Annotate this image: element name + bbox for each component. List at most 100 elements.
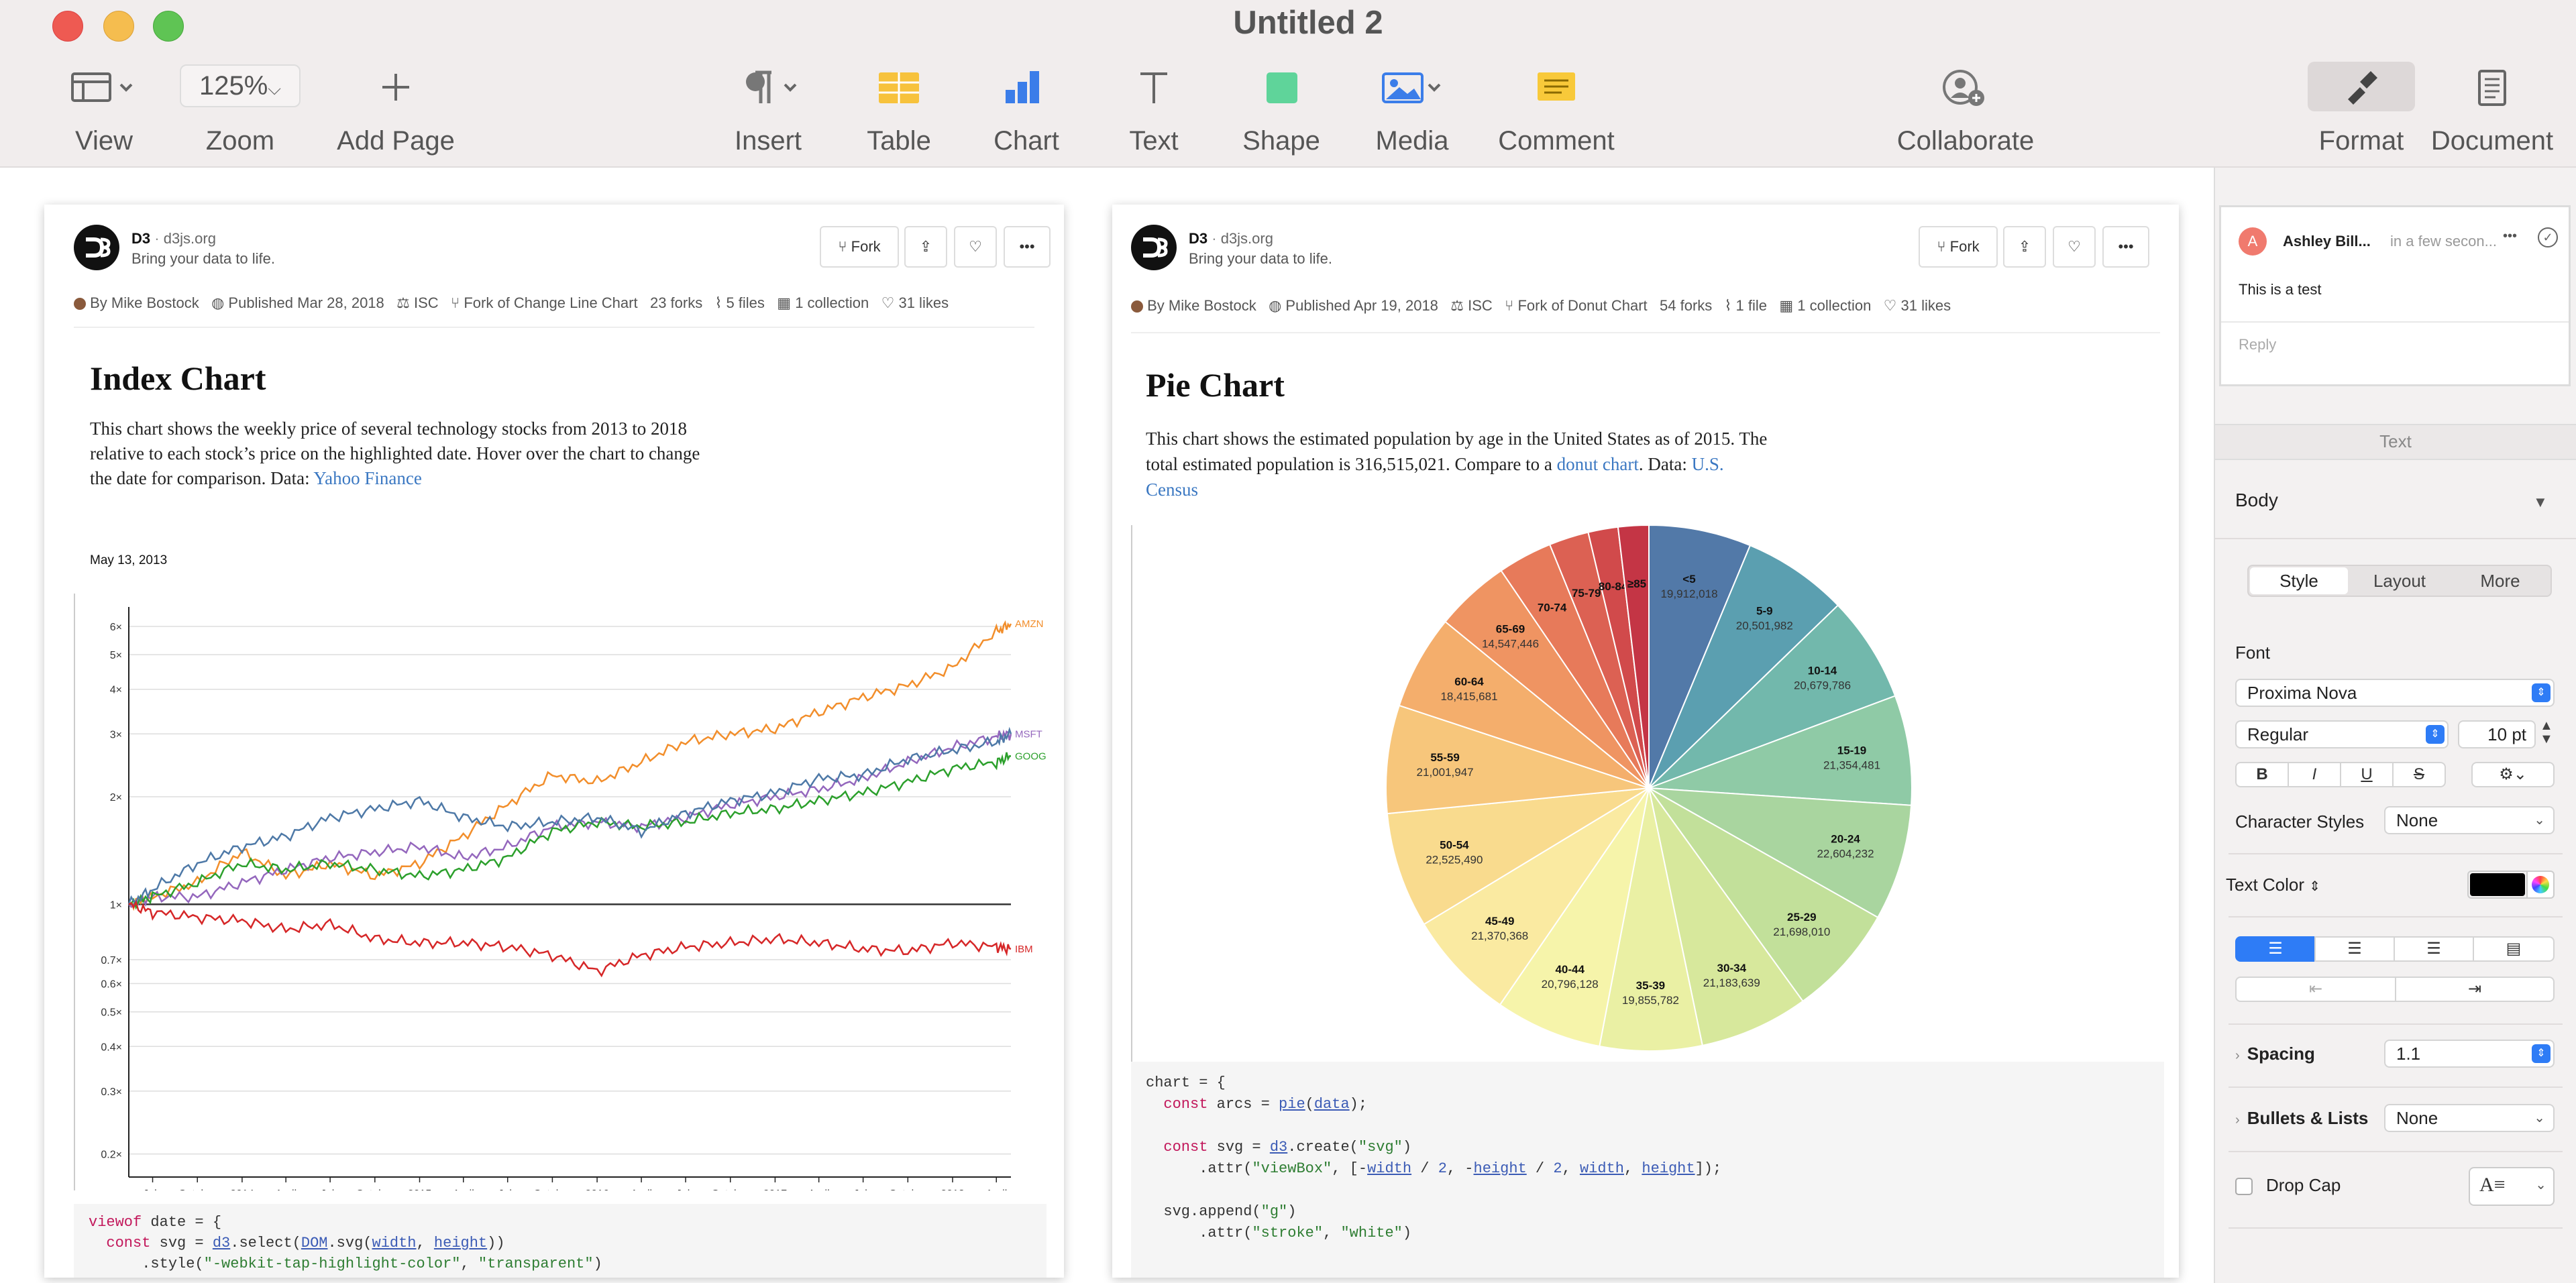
zoom-control[interactable]: 125%⌵ Zoom <box>180 60 301 161</box>
character-styles-select[interactable]: None ⌄ <box>2384 806 2555 834</box>
align-center-button[interactable]: ☰ <box>2314 936 2395 962</box>
fork-button[interactable]: ⑂ Fork <box>1919 226 1998 268</box>
strikethrough-button[interactable]: S <box>2392 762 2446 787</box>
series-line-ibm <box>128 899 1012 978</box>
underline-button[interactable]: U <box>2340 762 2394 787</box>
align-justify-icon: ▤ <box>2506 940 2522 958</box>
color-wheel-button[interactable] <box>2528 871 2555 899</box>
drop-cap-style-button[interactable]: A≡ ⌄ <box>2469 1167 2555 1206</box>
increase-indent-button[interactable]: ⇥ <box>2395 977 2555 1002</box>
drop-cap-checkbox[interactable] <box>2235 1178 2253 1195</box>
zoom-window-button[interactable] <box>153 11 184 42</box>
brand[interactable]: D3 <box>1189 230 1208 247</box>
slice-value-label: 19,855,782 <box>1622 994 1679 1007</box>
align-left-button[interactable]: ☰ <box>2235 936 2316 962</box>
code-keyword: viewof <box>89 1214 142 1231</box>
table-button[interactable]: Table <box>859 60 939 161</box>
tab-style[interactable]: Style <box>2250 567 2348 594</box>
fork-of[interactable]: Fork of Donut Chart <box>1517 297 1648 314</box>
license[interactable]: ISC <box>1468 297 1493 314</box>
census-link[interactable]: U.S. <box>1691 454 1724 474</box>
like-button[interactable]: ♡ <box>954 226 997 268</box>
text-options-button[interactable]: ⚙⌄ <box>2471 762 2555 787</box>
code-text: .style( <box>142 1256 204 1272</box>
index-chart[interactable]: 0.2× 0.3× 0.4× 0.5× 0.6× 0.7× 1× 2× 3× 4× 5× 6× July… <box>75 594 1064 1200</box>
collections-count[interactable]: 1 collection <box>1797 297 1872 314</box>
comment-button[interactable]: Comment <box>1489 60 1623 161</box>
chart-button[interactable]: Chart <box>986 60 1067 161</box>
align-right-button[interactable]: ☰ <box>2394 936 2474 962</box>
spacing-label[interactable]: › Spacing <box>2235 1044 2315 1064</box>
fork-label: Fork <box>851 238 881 255</box>
add-page-button[interactable]: Add Page <box>329 60 463 161</box>
yahoo-finance-link[interactable]: Yahoo Finance <box>313 468 422 488</box>
insert-button[interactable]: Insert <box>724 60 812 161</box>
like-button[interactable]: ♡ <box>2053 226 2096 268</box>
pie-slice-8 <box>1499 787 1650 1048</box>
share-button[interactable]: ⇪ <box>2003 226 2046 268</box>
zoom-select[interactable]: 125%⌵ <box>180 64 301 107</box>
font-weight-select[interactable]: Regular ⇕ <box>2235 720 2449 748</box>
reply-input[interactable]: Reply <box>2239 336 2277 353</box>
spacing-select[interactable]: 1.1 ⇕ <box>2384 1040 2555 1068</box>
divider <box>2229 853 2563 854</box>
tab-more[interactable]: More <box>2480 571 2520 591</box>
comment-more-button[interactable]: ••• <box>2503 229 2518 243</box>
font-size-field[interactable]: 10 pt <box>2458 720 2536 748</box>
bullets-lists-select[interactable]: None ⌄ <box>2384 1104 2555 1132</box>
document-button[interactable]: Document <box>2422 60 2563 161</box>
fork-of[interactable]: Fork of Change Line Chart <box>464 294 638 311</box>
forks-count[interactable]: 54 forks <box>1660 297 1713 314</box>
shape-button[interactable]: Shape <box>1241 60 1322 161</box>
author[interactable]: By Mike Bostock <box>1147 297 1256 314</box>
files-count[interactable]: 5 files <box>726 294 765 311</box>
format-button[interactable]: Format <box>2308 60 2415 161</box>
site[interactable]: d3js.org <box>1220 230 1273 247</box>
author-avatar <box>74 298 86 310</box>
more-button[interactable]: ••• <box>2102 226 2149 268</box>
text-button[interactable]: Text <box>1114 60 1194 161</box>
bullets-lists-label[interactable]: › Bullets & Lists <box>2235 1108 2368 1129</box>
chevron-down-icon[interactable]: ▼ <box>2533 494 2548 510</box>
italic-button[interactable]: I <box>2288 762 2341 787</box>
share-button[interactable]: ⇪ <box>904 226 947 268</box>
minimize-window-button[interactable] <box>103 11 134 42</box>
font-family-value: Proxima Nova <box>2247 683 2357 703</box>
font-size-stepper[interactable]: ▲ ▼ <box>2540 718 2553 746</box>
y-tick-label: 4× <box>110 685 122 696</box>
pie-chart[interactable]: <5 19,912,018 5-9 20,501,982 10-14 20,679,786… <box>1132 524 2165 1062</box>
donut-chart-link[interactable]: donut chart <box>1556 454 1639 474</box>
series-line-msft <box>128 729 1012 909</box>
paragraph-style[interactable]: Body <box>2235 490 2278 510</box>
view-button[interactable]: View <box>60 60 148 161</box>
fork-button[interactable]: ⑂ Fork <box>820 226 899 268</box>
code-cell[interactable]: viewof date = { const svg = d3.select(DO… <box>74 1204 1046 1278</box>
likes-count[interactable]: 31 likes <box>898 294 949 311</box>
series-line-goog <box>128 752 1011 910</box>
more-button[interactable]: ••• <box>1004 226 1051 268</box>
close-window-button[interactable] <box>52 11 83 42</box>
resolve-checkmark-icon[interactable]: ✓ <box>2538 227 2558 247</box>
license[interactable]: ISC <box>413 294 439 311</box>
font-family-select[interactable]: Proxima Nova ⇕ <box>2235 679 2555 707</box>
media-button[interactable]: Media <box>1368 60 1456 161</box>
description: This chart shows the weekly price of sev… <box>90 416 700 491</box>
census-link-cont[interactable]: Census <box>1146 480 1199 500</box>
collections-count[interactable]: 1 collection <box>795 294 869 311</box>
tab-layout[interactable]: Layout <box>2373 571 2426 591</box>
align-justify-button[interactable]: ▤ <box>2473 936 2555 962</box>
forks-count[interactable]: 23 forks <box>649 294 703 311</box>
series-line-amzn <box>128 620 1012 911</box>
text-color-swatch[interactable] <box>2467 871 2528 899</box>
collaborate-button[interactable]: Collaborate <box>1885 60 2046 161</box>
author[interactable]: By Mike Bostock <box>90 294 199 311</box>
likes-count[interactable]: 31 likes <box>1900 297 1951 314</box>
decrease-indent-button[interactable]: ⇤ <box>2235 977 2396 1002</box>
site[interactable]: d3js.org <box>163 230 216 247</box>
bold-button[interactable]: B <box>2235 762 2289 787</box>
code-cell[interactable]: chart = { const arcs = pie(data); const … <box>1131 1062 2164 1278</box>
files-count[interactable]: 1 file <box>1735 297 1767 314</box>
brand[interactable]: D3 <box>131 230 151 247</box>
code-string: "viewBox" <box>1252 1160 1332 1177</box>
text-label: Text <box>1129 126 1179 156</box>
